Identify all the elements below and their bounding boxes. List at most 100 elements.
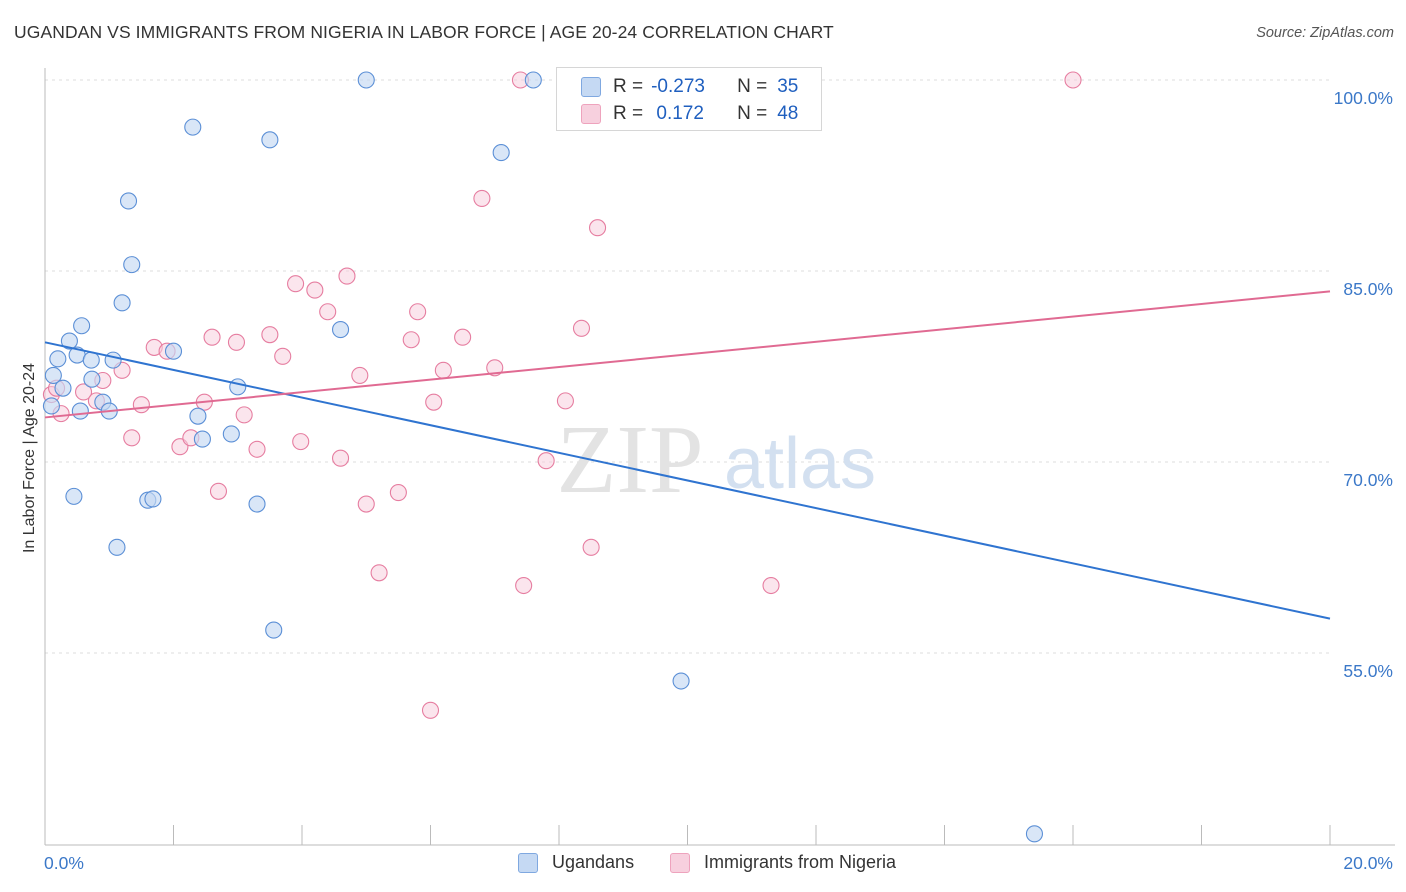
ugandans-point (164, 342, 183, 360)
r-value-nigeria: 0.172 (651, 103, 704, 124)
nigeria-point (402, 331, 420, 349)
ugandans-point (119, 192, 138, 210)
ugandans-point (492, 144, 510, 162)
y-tick-label: 70.0% (1343, 470, 1393, 490)
nigeria-point (572, 319, 591, 337)
nigeria-point (409, 303, 427, 321)
nigeria-point (338, 267, 356, 285)
nigeria-point (287, 275, 305, 293)
axes (44, 68, 1395, 846)
nigeria-point (227, 333, 246, 351)
stats-legend: R = -0.273 N = 35 R = 0.172 N = 48 (556, 67, 822, 131)
ugandans-point (261, 131, 279, 149)
nigeria-point (370, 564, 388, 582)
ugandans-legend-swatch (518, 852, 538, 873)
ugandans-point (357, 71, 375, 89)
nigeria-point (331, 449, 350, 467)
ugandans-point (229, 378, 247, 396)
ugandans-point (83, 370, 101, 388)
nigeria-point (319, 303, 337, 321)
nigeria-point (515, 576, 533, 595)
n-value-nigeria: 48 (777, 103, 799, 124)
ugandans-point (331, 321, 350, 339)
nigeria-point (75, 383, 93, 401)
n-label: N = (737, 76, 768, 97)
legend-row-ugandans: R = -0.273 N = 35 (581, 74, 798, 100)
ugandans-point (113, 294, 131, 312)
x-tick-label: 20.0% (1343, 853, 1393, 873)
nigeria-points (42, 71, 1082, 719)
legend-label-nigeria: Immigrants from Nigeria (704, 852, 897, 872)
ugandans-point (108, 538, 126, 556)
y-axis-label: In Labor Force | Age 20-24 (21, 363, 38, 553)
nigeria-point (292, 433, 310, 451)
y-tick-label: 55.0% (1343, 661, 1393, 681)
nigeria-point (762, 576, 780, 595)
nigeria-point (274, 347, 292, 365)
r-value-ugandans: -0.273 (651, 76, 705, 97)
ugandans-point (184, 118, 202, 136)
ugandans-point (49, 350, 67, 368)
legend-item-nigeria: Immigrants from Nigeria (670, 852, 896, 873)
source-label: Source: ZipAtlas.com (1256, 25, 1394, 41)
ugandans-point (265, 621, 283, 639)
nigeria-point (486, 359, 504, 377)
ugandans-point (104, 351, 122, 369)
ugandans-point (54, 379, 72, 397)
nigeria-point (421, 701, 440, 719)
ugandans-point (222, 425, 240, 443)
nigeria-point (454, 328, 472, 346)
ugandans-point (65, 487, 83, 505)
trend-lines (44, 290, 1331, 620)
grid-lines (45, 79, 1330, 654)
ugandans-point (42, 397, 60, 415)
nigeria-point (209, 482, 228, 500)
nigeria-point (351, 366, 369, 384)
ugandans-point (672, 672, 690, 690)
nigeria-point (357, 495, 375, 513)
nigeria-legend-swatch (670, 852, 690, 873)
nigeria-trend-line (44, 290, 1331, 419)
ugandans-point (60, 332, 78, 350)
watermark-zip: ZIP (557, 406, 704, 514)
nigeria-point (556, 392, 574, 410)
ugandans-swatch (581, 77, 601, 97)
ugandans-trend-line (44, 341, 1331, 620)
ugandans-point (123, 256, 141, 274)
n-label: N = (737, 103, 768, 124)
legend-label-ugandans: Ugandans (552, 852, 635, 872)
ugandans-point (71, 402, 89, 420)
nigeria-point (473, 189, 491, 207)
nigeria-point (425, 393, 443, 411)
ugandans-point (82, 351, 100, 369)
nigeria-point (434, 361, 452, 379)
r-label: R = (613, 103, 644, 124)
n-value-ugandans: 35 (777, 76, 799, 97)
nigeria-point (203, 328, 221, 346)
nigeria-point (306, 281, 324, 299)
ugandans-point (524, 71, 542, 89)
ugandans-point (44, 366, 62, 384)
nigeria-swatch (581, 104, 601, 124)
nigeria-point (123, 429, 141, 447)
nigeria-point (1064, 71, 1082, 89)
bottom-legend: Ugandans Immigrants from Nigeria (0, 852, 1406, 878)
r-label: R = (613, 76, 644, 97)
ugandans-point (73, 317, 91, 335)
ugandans-points (42, 71, 1043, 843)
chart-title: UGANDAN VS IMMIGRANTS FROM NIGERIA IN LA… (14, 22, 834, 42)
nigeria-point (537, 452, 555, 470)
nigeria-point (588, 219, 607, 237)
ugandans-point (189, 407, 207, 425)
legend-item-ugandans: Ugandans (518, 852, 634, 873)
nigeria-point (261, 326, 279, 344)
nigeria-point (235, 406, 253, 424)
watermark: ZIP atlas (557, 406, 877, 514)
nigeria-point (389, 484, 407, 502)
nigeria-point (248, 440, 266, 458)
tick-labels: 55.0% 70.0% 85.0% 100.0% 0.0% 20.0% (44, 88, 1393, 873)
ugandans-point (144, 490, 162, 508)
nigeria-point (132, 396, 150, 414)
watermark-atlas: atlas (724, 424, 876, 504)
